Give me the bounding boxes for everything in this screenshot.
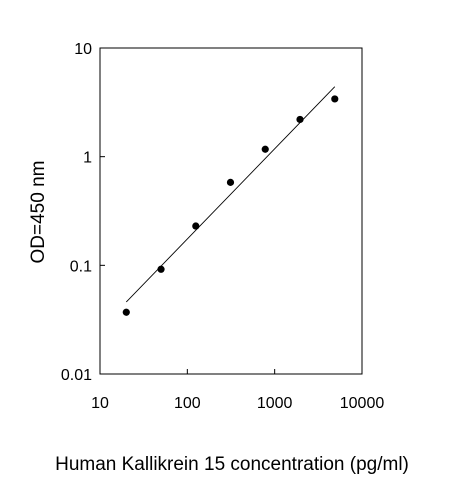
plot-frame	[99, 47, 363, 375]
y-tick-label: 10	[74, 41, 92, 58]
data-point	[157, 265, 165, 273]
x-tick-label: 10000	[340, 395, 385, 412]
y-tick-label: 1	[83, 150, 92, 167]
y-tick-label: 0.01	[61, 367, 92, 384]
data-point	[122, 308, 130, 316]
data-point	[261, 145, 269, 153]
y-axis-title: OD=450 nm	[28, 161, 49, 264]
data-point	[296, 115, 304, 124]
x-axis-ticks: 10 100 1000 10000	[91, 369, 384, 412]
data-point	[192, 222, 200, 230]
data-point	[331, 95, 339, 103]
y-axis-ticks: 0.01 0.1 1 10	[61, 41, 105, 384]
y-tick-label: 0.1	[70, 258, 92, 275]
x-tick-label: 1000	[257, 395, 293, 412]
x-tick-label: 10	[91, 395, 109, 412]
x-axis-title: Human Kallikrein 15 concentration (pg/ml…	[55, 454, 409, 475]
data-points	[122, 95, 339, 316]
data-point	[226, 178, 235, 186]
x-tick-label: 100	[174, 395, 201, 412]
